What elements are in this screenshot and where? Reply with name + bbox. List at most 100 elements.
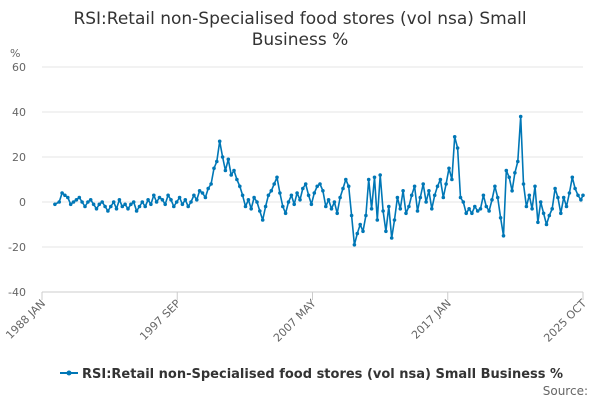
- data-point: [452, 135, 457, 139]
- data-point: [266, 193, 271, 198]
- data-point: [134, 209, 139, 213]
- data-point: [220, 155, 225, 159]
- data-point: [111, 200, 116, 204]
- data-point: [197, 189, 202, 193]
- data-point: [120, 204, 125, 209]
- data-point: [137, 204, 142, 209]
- data-point: [172, 204, 176, 209]
- data-point: [275, 175, 279, 180]
- data-point: [576, 193, 580, 198]
- data-point: [249, 207, 253, 211]
- data-point: [570, 175, 575, 180]
- data-point: [91, 202, 96, 207]
- data-point: [140, 200, 145, 204]
- data-point: [579, 198, 583, 202]
- data-point: [510, 189, 514, 193]
- data-point: [240, 193, 245, 198]
- data-point: [432, 193, 437, 198]
- data-point: [447, 166, 451, 171]
- data-point: [223, 168, 228, 173]
- data-point: [212, 166, 216, 171]
- data-point: [498, 216, 503, 220]
- data-point: [381, 209, 385, 213]
- data-point: [152, 193, 156, 198]
- data-point: [174, 200, 179, 204]
- data-point: [455, 146, 460, 150]
- data-point: [361, 229, 365, 234]
- data-point: [246, 198, 251, 202]
- data-point: [123, 202, 127, 207]
- x-tick-label: 2025 OCT: [541, 297, 589, 345]
- data-point: [369, 207, 374, 211]
- chart-title-line-2: Business %: [252, 30, 349, 50]
- data-point: [464, 211, 469, 216]
- data-point: [292, 202, 297, 207]
- x-tick-label: 1997 SEP: [137, 297, 183, 343]
- data-point: [180, 202, 185, 207]
- data-point: [77, 195, 82, 200]
- data-point: [71, 200, 76, 204]
- data-point: [392, 218, 397, 222]
- data-point: [530, 207, 534, 211]
- data-point: [298, 198, 302, 202]
- data-point: [415, 209, 420, 213]
- data-point: [329, 207, 334, 211]
- data-point: [338, 195, 342, 200]
- data-point: [544, 222, 549, 227]
- data-point: [487, 209, 491, 213]
- x-tick-label: 2007 MAY: [271, 297, 319, 345]
- data-point: [378, 173, 383, 177]
- data-point: [215, 159, 219, 164]
- data-point: [401, 189, 405, 193]
- data-point: [177, 195, 182, 200]
- data-point: [278, 191, 282, 195]
- data-point: [493, 184, 497, 189]
- data-point: [444, 182, 448, 186]
- data-point: [358, 222, 363, 227]
- data-point: [404, 211, 408, 216]
- data-point: [209, 182, 213, 186]
- data-point: [507, 175, 512, 180]
- data-point: [501, 234, 506, 238]
- data-point: [412, 184, 417, 189]
- data-point: [103, 204, 107, 209]
- data-point: [306, 193, 311, 198]
- data-point: [427, 189, 431, 193]
- data-point: [387, 204, 391, 209]
- data-point: [349, 213, 354, 218]
- y-tick-label: 40: [12, 106, 26, 119]
- data-point: [117, 198, 122, 202]
- data-point: [183, 198, 188, 202]
- data-point: [74, 198, 79, 202]
- data-point: [407, 204, 411, 209]
- data-point: [581, 193, 585, 198]
- data-point: [527, 193, 532, 198]
- data-point: [567, 191, 572, 195]
- data-point: [143, 204, 147, 209]
- data-point: [192, 193, 196, 198]
- series-line: [54, 115, 584, 246]
- data-point: [149, 202, 153, 207]
- data-point: [475, 209, 480, 213]
- data-point: [384, 229, 388, 234]
- y-axis-unit: %: [10, 47, 20, 60]
- data-point: [295, 191, 299, 195]
- legend[interactable]: RSI:Retail non-Specialised food stores (…: [60, 367, 563, 382]
- grid-lines: [42, 66, 583, 293]
- data-point: [109, 204, 113, 209]
- data-point: [126, 207, 130, 211]
- data-point: [88, 198, 93, 202]
- data-point: [536, 220, 540, 225]
- data-point: [53, 202, 57, 207]
- data-point: [289, 193, 294, 198]
- data-point: [166, 193, 170, 198]
- data-point: [473, 204, 477, 209]
- data-point: [186, 204, 190, 209]
- data-point: [484, 204, 489, 209]
- data-point: [341, 186, 345, 191]
- data-point: [389, 236, 394, 240]
- data-point: [372, 175, 377, 180]
- data-point: [573, 186, 577, 191]
- data-point: [438, 177, 443, 182]
- data-point: [321, 189, 325, 193]
